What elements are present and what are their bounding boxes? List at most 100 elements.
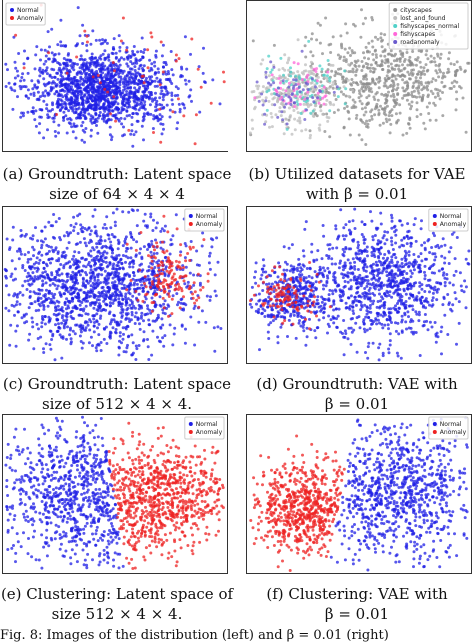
lost-and-found-point [289, 116, 292, 119]
normal-point [19, 79, 22, 82]
normal-point [91, 53, 94, 56]
normal-point [160, 305, 163, 308]
normal-point [15, 345, 18, 348]
normal-point [154, 80, 157, 83]
normal-point [192, 274, 195, 277]
normal-point [100, 341, 103, 344]
normal-point [142, 339, 145, 342]
cityscapes-point [354, 74, 357, 77]
normal-point [118, 50, 121, 53]
normal-point [89, 271, 92, 274]
fishyscapes-normal-point [312, 110, 315, 113]
normal-point [109, 126, 112, 129]
cityscapes-point [349, 54, 352, 57]
normal-point [142, 116, 145, 119]
lost-and-found-point [307, 105, 310, 108]
normal-point [448, 301, 451, 304]
normal-point [82, 342, 85, 345]
normal-point [33, 118, 36, 121]
normal-point [379, 212, 382, 215]
normal-point [45, 289, 48, 292]
cityscapes-point [273, 44, 276, 47]
lost-and-found-point [287, 57, 290, 60]
cityscapes-point [424, 127, 427, 130]
normal-point [47, 30, 50, 33]
normal-point [75, 97, 78, 100]
normal-point [387, 348, 390, 351]
normal-point [126, 56, 129, 59]
normal-point [44, 270, 47, 273]
cityscapes-point [416, 59, 419, 62]
anomaly-point [166, 270, 169, 273]
normal-point [164, 256, 167, 259]
cityscapes-point [359, 80, 362, 83]
roadanomaly-point [276, 116, 279, 119]
cityscapes-point [358, 134, 361, 137]
normal-point [80, 64, 83, 67]
normal-point [135, 130, 138, 133]
normal-point [101, 38, 104, 41]
normal-point [4, 63, 7, 66]
normal-point [37, 262, 40, 265]
anomaly-point [194, 142, 197, 145]
normal-point [42, 308, 45, 311]
normal-point [123, 104, 126, 107]
normal-point [413, 268, 416, 271]
normal-point [26, 57, 29, 60]
normal-point [47, 82, 50, 85]
roadanomaly-point [269, 60, 272, 63]
normal-point [122, 126, 125, 129]
normal-point [32, 234, 35, 237]
normal-point [131, 311, 134, 314]
cityscapes-point [288, 119, 291, 122]
caption-c-line2: size of 512 × 4 × 4. [0, 394, 234, 414]
anomaly-point [178, 286, 181, 289]
cityscapes-point [442, 75, 445, 78]
fishyscapes-normal-point [271, 68, 274, 71]
normal-point [82, 298, 85, 301]
anomaly-point [179, 243, 182, 246]
fishyscapes-normal-point [279, 57, 282, 60]
normal-point [167, 72, 170, 75]
normal-point [96, 320, 99, 323]
normal-point [11, 108, 14, 111]
cityscapes-point [378, 112, 381, 115]
normal-point [109, 301, 112, 304]
normal-point [47, 305, 50, 308]
fishyscapes-normal-point [322, 74, 325, 77]
cityscapes-point [442, 85, 445, 88]
normal-point [151, 263, 154, 266]
normal-point [389, 332, 392, 335]
cityscapes-point [396, 93, 399, 96]
normal-point [59, 280, 62, 283]
lost-and-found-point [288, 90, 291, 93]
normal-point [109, 335, 112, 338]
cityscapes-point [399, 50, 402, 53]
anomaly-point [143, 282, 146, 285]
normal-point [133, 65, 136, 68]
normal-point [116, 288, 119, 291]
cityscapes-point [375, 53, 378, 56]
normal-point [115, 331, 118, 334]
cityscapes-point [352, 99, 355, 102]
lost-and-found-point [283, 53, 286, 56]
normal-point [433, 259, 436, 262]
normal-point [346, 271, 349, 274]
normal-point [61, 251, 64, 254]
normal-point [72, 130, 75, 133]
normal-point [96, 63, 99, 66]
normal-point [95, 349, 98, 352]
normal-point [172, 294, 175, 297]
cityscapes-point [426, 85, 429, 88]
normal-point [90, 114, 93, 117]
normal-point [371, 254, 374, 257]
normal-point [89, 43, 92, 46]
normal-point [167, 305, 170, 308]
normal-point [323, 269, 326, 272]
normal-point [17, 74, 20, 77]
cityscapes-point [376, 38, 379, 41]
fishyscapes-point [284, 89, 287, 92]
normal-point [82, 83, 85, 86]
normal-point [91, 344, 94, 347]
